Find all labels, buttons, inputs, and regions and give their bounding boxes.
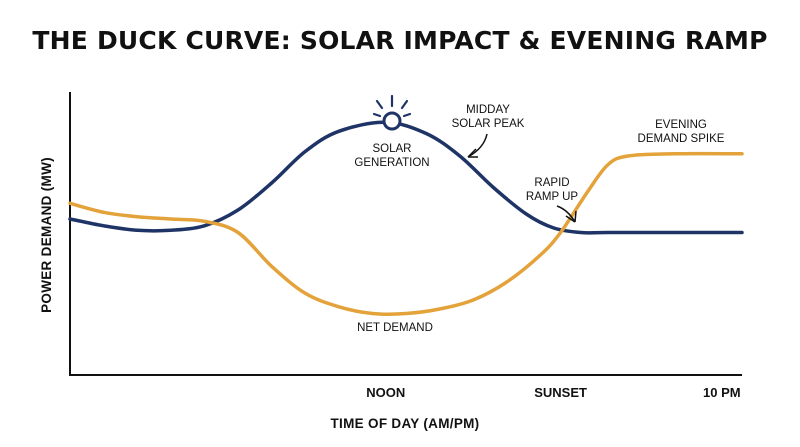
solar-generation-label-line2: GENERATION — [354, 157, 429, 169]
x-tick-label: NOON — [366, 385, 405, 400]
net-demand-line — [68, 151, 744, 316]
midday-peak-label-line2: SOLAR PEAK — [452, 118, 525, 130]
ramp-up-label-line2: RAMP UP — [526, 191, 579, 203]
ramp-up-arrow-icon — [556, 205, 577, 223]
evening-spike-label-line1: EVENING — [655, 119, 707, 131]
ramp-up-label-line1: RAPID — [534, 177, 569, 189]
solar-generation-label-line1: SOLAR — [373, 143, 412, 155]
sun-icon — [372, 94, 412, 131]
y-axis-title: POWER DEMAND (MW) — [39, 157, 54, 313]
x-axis-title: TIME OF DAY (AM/PM) — [331, 416, 480, 431]
x-tick-label: 10 PM — [703, 385, 741, 400]
net-demand-label: NET DEMAND — [357, 322, 433, 334]
midday-peak-arrow-icon — [467, 133, 488, 158]
chart-title: THE DUCK CURVE: SOLAR IMPACT & EVENING R… — [32, 26, 768, 55]
x-tick-label: SUNSET — [534, 385, 587, 400]
evening-spike-label-line2: DEMAND SPIKE — [638, 133, 725, 145]
midday-peak-label-line1: MIDDAY — [466, 104, 510, 116]
